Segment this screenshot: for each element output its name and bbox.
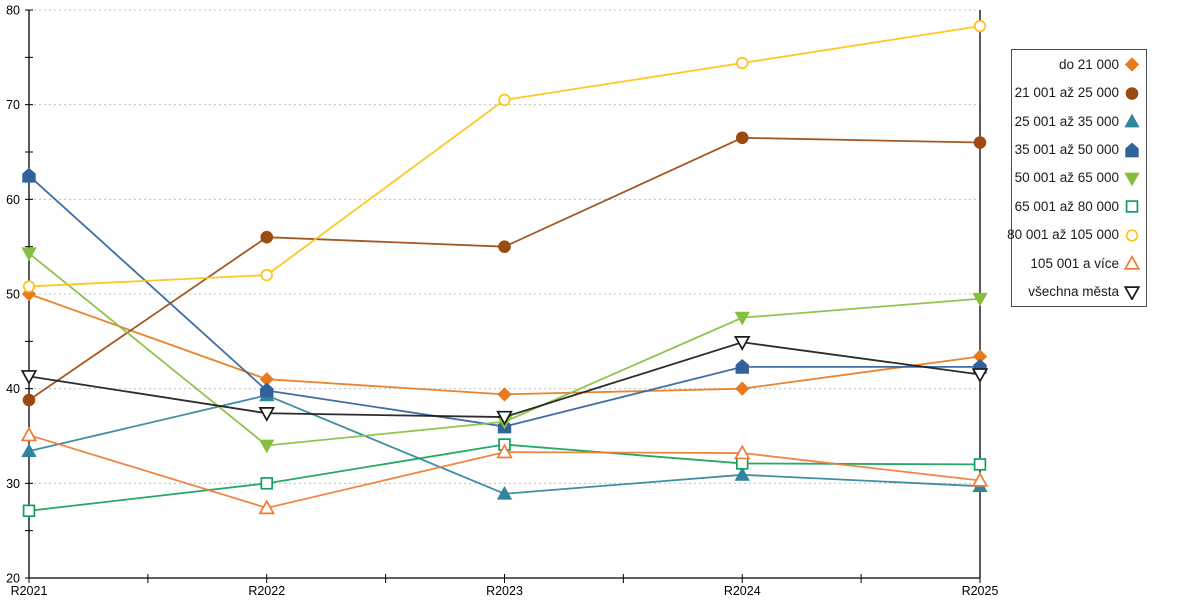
triangle-up-marker-icon [21,443,37,458]
triangle-down-marker-icon [971,368,989,384]
square-marker-icon [1125,200,1139,214]
triangle-up-marker-icon [496,443,513,459]
legend-label: 35 001 až 50 000 [1014,142,1119,158]
series-do-21-000 [21,286,988,402]
y-tick-label: 30 [6,477,20,491]
square-marker-icon [260,477,274,490]
legend-label: do 21 000 [1058,56,1119,72]
x-tick-label: R2023 [486,584,523,598]
x-tick-label: R2024 [724,584,761,598]
axes: 20 30 40 50 60 70 80 R2021 R2022 R2023 R2024 R2025 [6,4,998,599]
legend-item-21-001-a-25-000: 21 001 až 25 000 [1012,85,1146,101]
diamond-marker-icon [21,286,37,302]
circle-marker-icon [735,131,749,145]
legend-item-80-001-a-105-000: 80 001 až 105 000 [1007,227,1146,243]
legend: do 21 000 21 001 až 25 000 25 001 až 35 00… [1007,49,1147,307]
circle-marker-icon [736,56,749,70]
square-marker-icon [735,457,749,470]
triangle-down-marker-icon [20,370,38,385]
pentagon-marker-icon [735,359,749,374]
triangle-down-marker-icon [258,407,275,422]
triangle-up-marker-icon [1124,255,1140,271]
series-line [28,136,981,401]
legend-item-35-001-a-50-000: 35 001 až 50 000 [1012,142,1146,158]
pentagon-marker-icon [22,167,36,183]
triangle-down-marker-icon [734,311,750,326]
triangle-up-marker-icon [734,444,751,460]
triangle-up-marker-icon [20,426,38,442]
triangle-up-marker-icon [734,466,750,481]
series-105-001-a-v-ce [20,426,989,515]
legend-label: 25 001 až 35 000 [1014,113,1119,129]
triangle-down-marker-icon [1124,285,1140,300]
triangle-down-marker-icon [496,410,513,426]
circle-marker-icon [498,93,511,107]
x-tick-label: R2021 [11,584,48,598]
pentagon-marker-icon [260,382,274,398]
triangle-up-marker-icon [258,499,275,515]
legend-marker-shape [1124,285,1140,300]
square-marker-icon [22,504,36,518]
legend-label: 65 001 až 80 000 [1014,198,1119,214]
legend-marker-shape [1124,172,1140,186]
series-line [28,293,981,396]
legend-item-25-001-a-35-000: 25 001 až 35 000 [1012,113,1146,129]
circle-marker-icon [22,280,36,293]
circle-marker-icon [973,19,987,33]
diamond-marker-icon [497,387,512,402]
legend-marker-shape [1124,113,1140,128]
triangle-up-marker-icon [971,471,989,487]
y-tick-label: 80 [6,4,20,18]
legend-item-105-001-a-v-ce: 105 001 a více [1012,255,1146,271]
legend-item-50-001-a-65-000: 50 001 až 65 000 [1012,170,1146,186]
y-tick-label: 60 [6,193,20,207]
series-80-001-a-105-000 [22,19,987,293]
x-tick-label: R2022 [248,584,285,598]
legend-marker-shape [1125,86,1139,100]
triangle-up-marker-icon [496,485,513,500]
legend-marker-shape [1125,142,1139,157]
diamond-marker-icon [735,381,750,396]
circle-marker-icon [260,268,273,282]
y-tick-label: 50 [6,288,20,302]
triangle-down-marker-icon [1124,172,1140,186]
diamond-marker-icon [1124,57,1140,72]
legend-marker-shape [1125,229,1139,242]
legend-label: všechna města [1028,284,1119,300]
circle-marker-icon [22,393,36,407]
triangle-down-marker-icon [734,336,751,351]
legend-item-v-echna-m-sta: všechna města [1012,284,1146,300]
pentagon-marker-icon [1125,142,1139,157]
legend-label: 21 001 až 25 000 [1014,85,1119,101]
triangle-down-marker-icon [972,292,988,307]
circle-marker-icon [1125,229,1139,242]
legend-label: 50 001 až 65 000 [1014,170,1119,186]
y-tick-label: 20 [6,572,20,586]
triangle-up-marker-icon [1124,113,1140,128]
series-line [28,341,981,418]
series-v-echna-m-sta [20,336,989,426]
circle-marker-icon [498,240,511,253]
series-21-001-a-25-000 [22,131,987,407]
legend-item-do-21-000: do 21 000 [1012,56,1146,72]
legend-marker-shape [1125,200,1139,214]
circle-marker-icon [973,136,987,149]
circle-marker-icon [1125,86,1139,100]
x-tick-label: R2025 [962,584,999,598]
circle-marker-icon [260,230,274,244]
legend-item-65-001-a-80-000: 65 001 až 80 000 [1012,198,1146,214]
y-tick-label: 40 [6,382,20,396]
legend-label: 80 001 až 105 000 [1007,227,1119,243]
legend-marker-shape [1124,255,1140,271]
square-marker-icon [973,458,987,471]
legend-marker-shape [1124,57,1140,72]
legend-label: 105 001 a více [1030,255,1119,271]
y-tick-label: 70 [6,98,20,112]
triangle-down-marker-icon [259,439,275,454]
triangle-down-marker-icon [21,247,37,262]
